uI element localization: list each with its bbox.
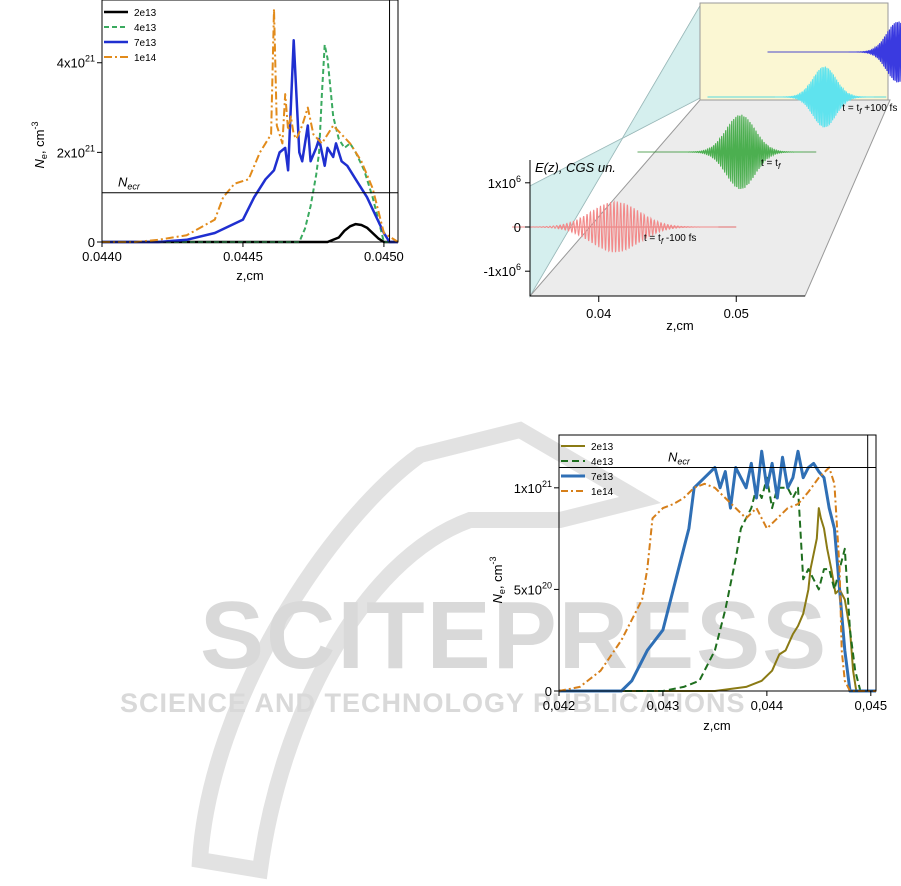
- y-tick-label: 0: [545, 684, 552, 699]
- c1-series-1e14: [102, 8, 399, 243]
- c2-wave-packet: [512, 200, 719, 253]
- x-tick-label: 0.0440: [82, 249, 122, 264]
- c2-y-axis-label: E(z), CGS un.: [535, 160, 616, 175]
- y-tick-label: 1x1021: [514, 479, 552, 496]
- y-tick-label: 1x106: [488, 174, 521, 191]
- c1-y-axis-label: Ne, cm-3: [30, 122, 49, 169]
- legend-label: 2e13: [134, 8, 157, 19]
- x-tick-label: 0.0450: [364, 249, 404, 264]
- c1-series-2e13: [102, 222, 398, 244]
- x-tick-label: 0.0445: [223, 249, 263, 264]
- legend-label: 4e13: [591, 457, 614, 468]
- c2-wave-packet: [774, 66, 874, 128]
- c2-y-ticks: 1x106 0 -1x106: [483, 174, 530, 279]
- x-tick-label: 0,042: [543, 698, 576, 713]
- c3-series-1e14: [558, 466, 876, 692]
- c2-wave-packet: [848, 21, 901, 83]
- c1-series-group: [102, 8, 399, 244]
- y-tick-label: 0: [88, 235, 95, 250]
- legend-label: 4e13: [134, 23, 157, 34]
- legend-label: 1e14: [591, 487, 614, 498]
- watermark-subtitle: SCIENCE AND TECHNOLOGY PUBLICATIONS: [120, 688, 746, 718]
- watermark-title: SCITEPRESS: [200, 582, 828, 689]
- c2-series-label: t = tf -100 fs: [644, 233, 697, 246]
- c3-x-axis-label: z,cm: [703, 718, 730, 733]
- c3-legend: 2e13 4e13 7e13 1e14: [561, 442, 614, 498]
- x-tick-label: 0,044: [751, 698, 784, 713]
- legend-label: 1e14: [134, 53, 157, 64]
- chart-top-left: 0.0440 0.0445 0.0450 0 2x1021 4x1021 Necr z,…: [30, 0, 404, 283]
- c1-x-ticks: 0.0440 0.0445 0.0450: [82, 242, 404, 264]
- c1-necr-label: Necr: [118, 175, 141, 192]
- c1-y-ticks: 0 2x1021 4x1021: [57, 54, 102, 250]
- legend-label: 7e13: [134, 38, 157, 49]
- c3-x-ticks: 0,042 0,043 0,044 0,045: [543, 691, 887, 713]
- c3-necr-label: Necr: [668, 450, 691, 467]
- c3-series-group: [558, 449, 876, 693]
- x-tick-label: 0.04: [586, 306, 611, 321]
- c2-back-wall-shade: [530, 6, 700, 296]
- y-tick-label: -1x106: [483, 262, 521, 279]
- y-tick-label: 2x1021: [57, 143, 95, 160]
- c2-series-labels: t = tf +200 fst = tf +100 fst = tft = tf…: [644, 103, 897, 246]
- c3-y-ticks: 0 5x1020 1x1021: [514, 479, 559, 699]
- watermark-swoosh-icon: [191, 421, 662, 880]
- y-tick-label: 4x1021: [57, 54, 95, 71]
- c3-frame: [558, 434, 877, 692]
- watermark: SCITEPRESS SCIENCE AND TECHNOLOGY PUBLIC…: [120, 421, 828, 880]
- x-tick-label: 0,043: [647, 698, 680, 713]
- c1-x-axis-label: z,cm: [236, 268, 263, 283]
- c2-series-label: t = tf: [761, 158, 781, 171]
- c1-series-7e13: [102, 39, 398, 244]
- x-tick-label: 0.05: [724, 306, 749, 321]
- c2-x-axis-label: z,cm: [666, 318, 693, 333]
- y-tick-label: 5x1020: [514, 580, 552, 597]
- x-tick-label: 0,045: [855, 698, 888, 713]
- c1-frame: [101, 0, 399, 243]
- c3-y-axis-label: Ne, cm-3: [488, 557, 507, 604]
- legend-label: 7e13: [591, 472, 614, 483]
- c1-series-4e13: [102, 43, 398, 243]
- chart-top-right-3d: 0.04 0.05 1x106 0 -1x106 z,cm E(z), CGS un.…: [483, 2, 901, 333]
- legend-label: 2e13: [591, 442, 614, 453]
- c2-x-ticks: 0.04 0.05: [586, 296, 749, 321]
- c1-legend: 2e13 4e13 7e13 1e14: [104, 8, 157, 64]
- c2-series-group: [512, 21, 901, 253]
- c2-wave-packet: [678, 114, 803, 190]
- c3-series-7e13: [559, 449, 876, 693]
- y-tick-label: 0: [514, 220, 521, 235]
- c2-series-label: t = tf +100 fs: [842, 103, 897, 116]
